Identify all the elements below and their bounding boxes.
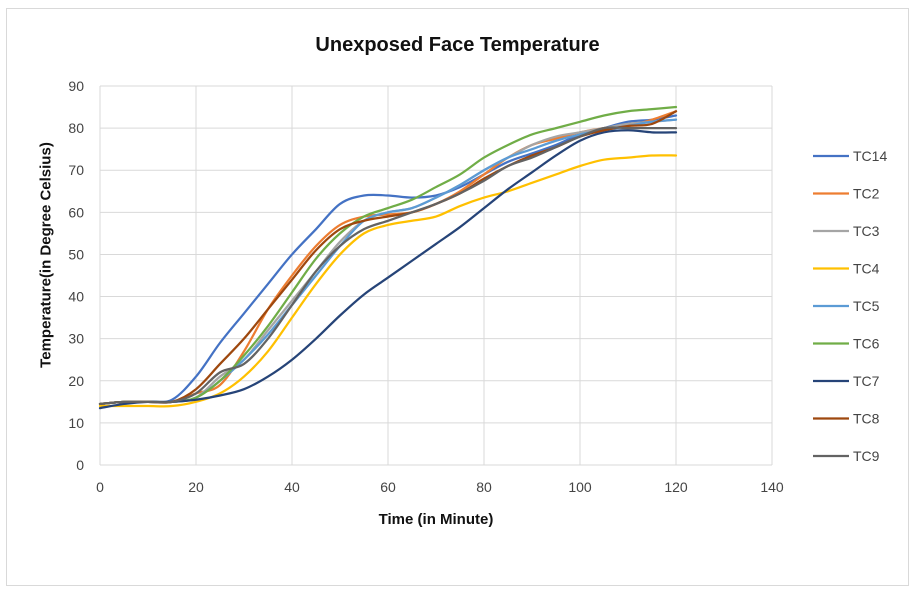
legend-label-tc9: TC9 bbox=[853, 448, 880, 464]
series-lines bbox=[98, 105, 678, 410]
legend-label-tc3: TC3 bbox=[853, 223, 880, 239]
y-tick-label: 50 bbox=[68, 246, 84, 262]
y-tick-label: 70 bbox=[68, 162, 84, 178]
x-tick-label: 140 bbox=[760, 479, 784, 495]
grid-lines bbox=[99, 85, 773, 466]
x-tick-label: 0 bbox=[96, 479, 104, 495]
legend: TC14 TC2 TC3 TC4 TC5 TC6 TC7 TC8 TC9 bbox=[813, 148, 887, 464]
y-tick-label: 30 bbox=[68, 331, 84, 347]
x-tick-label: 60 bbox=[380, 479, 396, 495]
y-tick-label: 10 bbox=[68, 415, 84, 431]
y-tick-label: 40 bbox=[68, 289, 84, 305]
legend-label-tc8: TC8 bbox=[853, 411, 880, 427]
legend-label-tc4: TC4 bbox=[853, 261, 880, 277]
tick-labels: 0 10 20 30 40 50 60 70 80 90 0 20 40 60 80 100 120 140 bbox=[68, 78, 783, 495]
legend-label-tc14: TC14 bbox=[853, 148, 887, 164]
chart-title: Unexposed Face Temperature bbox=[315, 34, 600, 56]
legend-label-tc2: TC2 bbox=[853, 186, 880, 202]
x-tick-label: 120 bbox=[664, 479, 688, 495]
y-tick-label: 60 bbox=[68, 204, 84, 220]
x-axis-title: Time (in Minute) bbox=[378, 511, 494, 528]
series-line-tc9 bbox=[98, 126, 678, 406]
y-tick-label: 80 bbox=[68, 120, 84, 136]
series-line-tc4 bbox=[98, 154, 678, 408]
x-tick-label: 40 bbox=[284, 479, 300, 495]
legend-label-tc7: TC7 bbox=[853, 373, 880, 389]
legend-label-tc6: TC6 bbox=[853, 336, 880, 352]
x-tick-label: 20 bbox=[188, 479, 204, 495]
y-tick-label: 20 bbox=[68, 373, 84, 389]
series-line-tc7 bbox=[98, 129, 678, 410]
legend-label-tc5: TC5 bbox=[853, 298, 880, 314]
y-tick-label: 90 bbox=[68, 78, 84, 94]
series-line-tc6 bbox=[98, 105, 678, 406]
x-tick-label: 100 bbox=[568, 479, 592, 495]
x-tick-label: 80 bbox=[476, 479, 492, 495]
y-tick-label: 0 bbox=[76, 457, 84, 473]
